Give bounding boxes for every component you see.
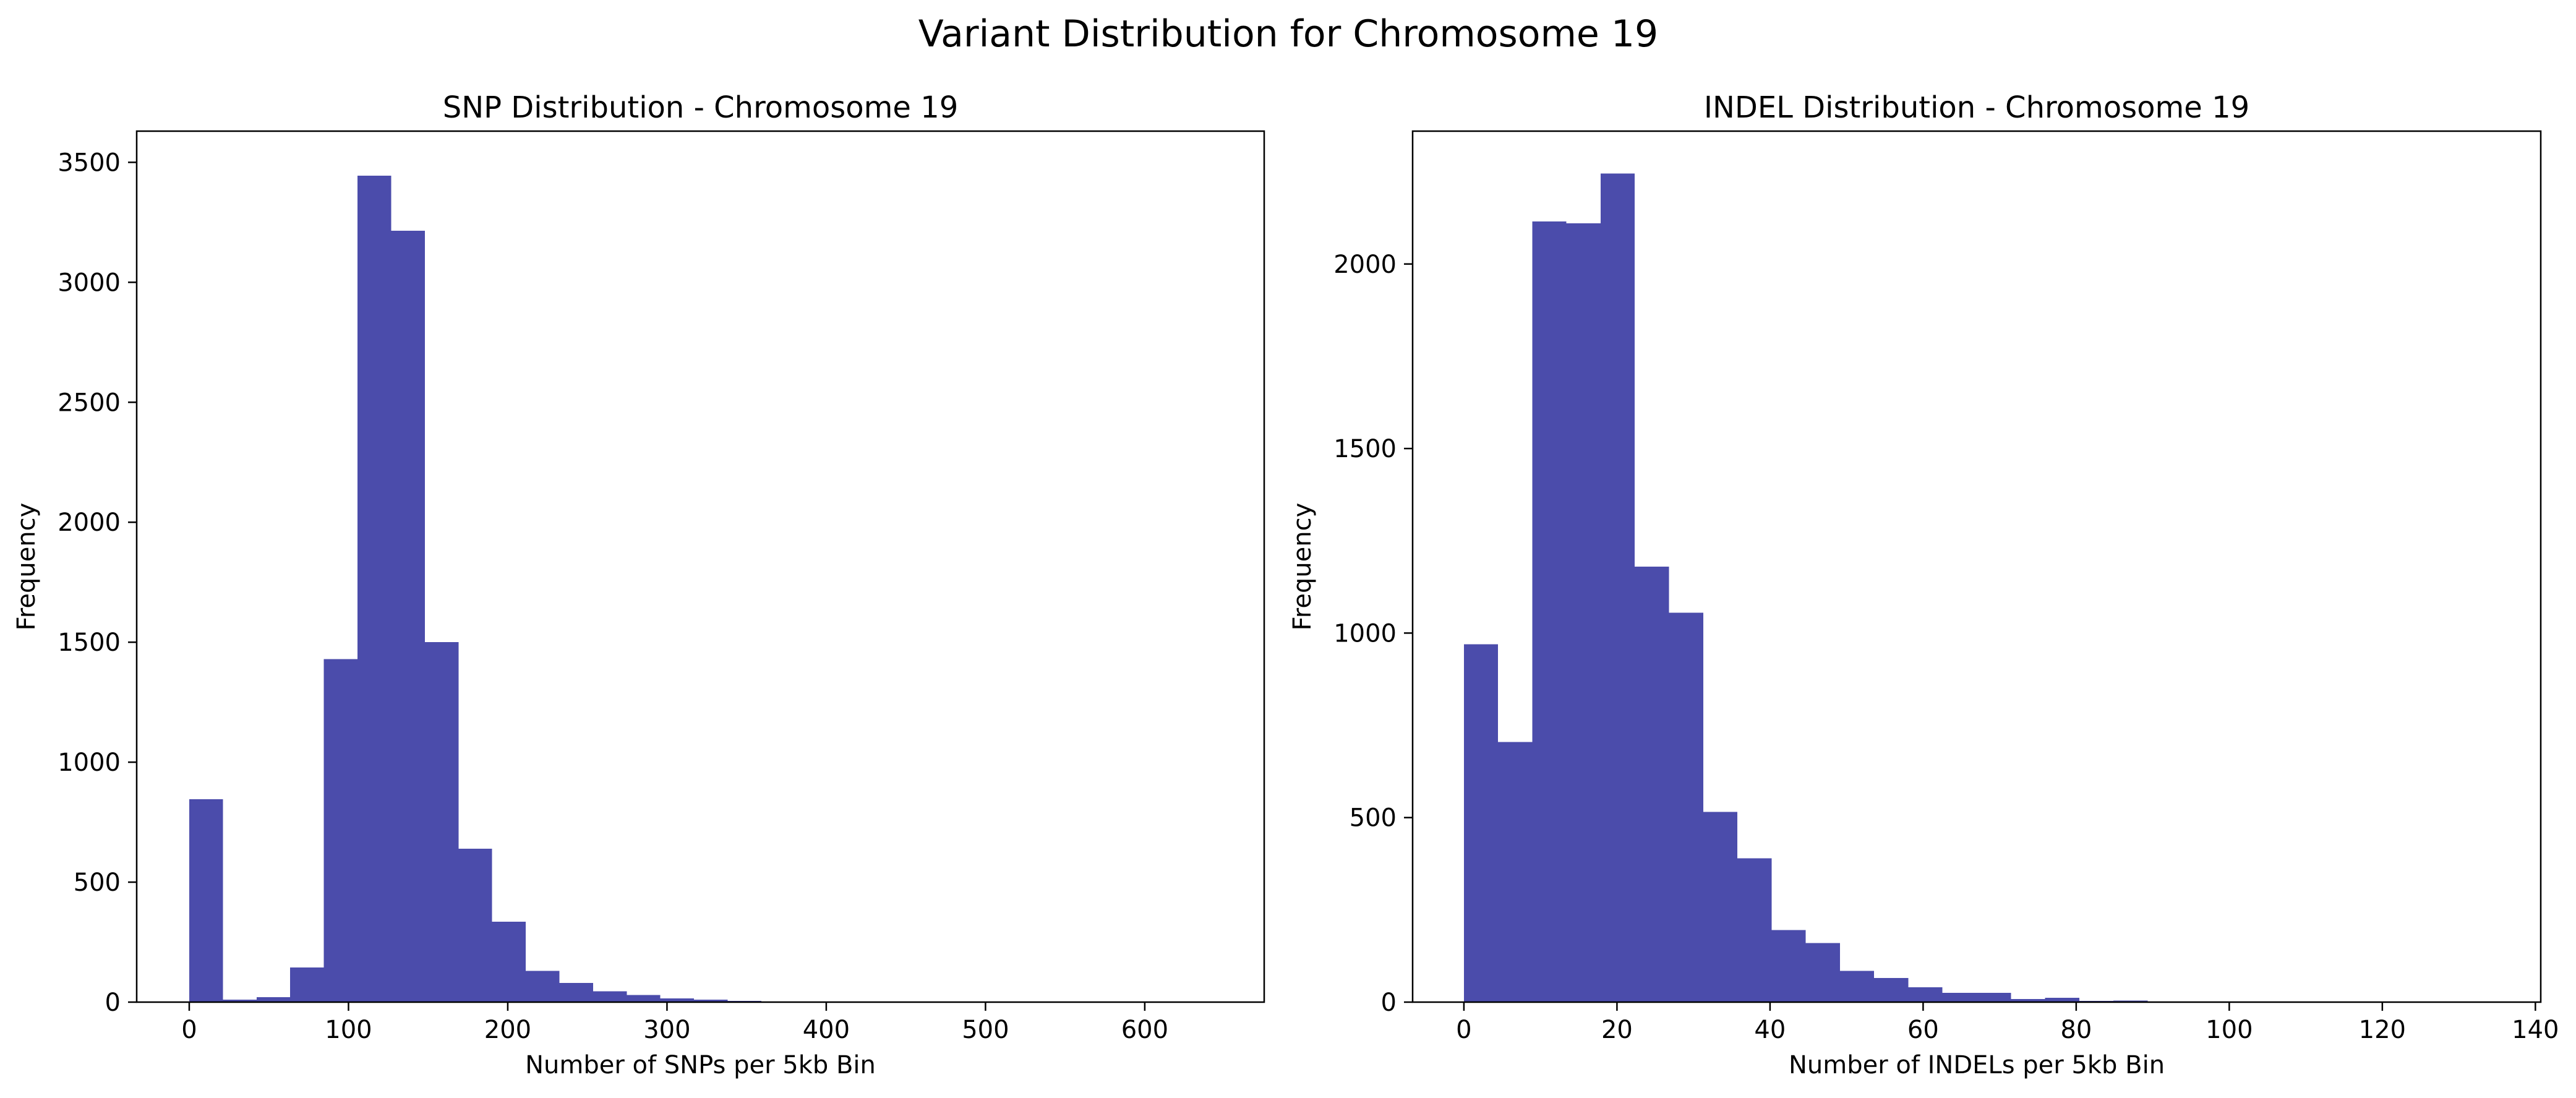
x-tick-label: 400 bbox=[803, 1016, 850, 1044]
histogram-bar bbox=[223, 1000, 257, 1002]
y-tick-label: 2000 bbox=[1333, 251, 1397, 279]
histogram-bar bbox=[694, 1000, 728, 1002]
histogram-bar bbox=[2011, 999, 2045, 1002]
y-tick-label: 1500 bbox=[58, 628, 121, 657]
indel-histogram: 0 20 40 60 80 100 120 140 0 500 1000 1500 2000 INDEL … bbox=[1288, 90, 2559, 1079]
histogram-bar bbox=[391, 230, 425, 1002]
x-tick-label: 600 bbox=[1121, 1016, 1168, 1044]
histogram-bar bbox=[593, 991, 627, 1002]
bars bbox=[1463, 173, 2490, 1003]
figure-title: Variant Distribution for Chromosome 19 bbox=[918, 12, 1658, 56]
histogram-bar bbox=[323, 659, 358, 1002]
y-tick-label: 0 bbox=[1381, 989, 1397, 1017]
histogram-bar bbox=[1908, 987, 1943, 1002]
histogram-bar bbox=[1566, 223, 1601, 1002]
histogram-bar bbox=[1532, 221, 1567, 1003]
snp-histogram: 0 100 200 300 400 500 600 0 500 1000 1500 2000 2500 3… bbox=[12, 90, 1265, 1079]
histogram-bar bbox=[1942, 993, 1977, 1002]
x-tick-label: 40 bbox=[1754, 1016, 1786, 1044]
histogram-bar bbox=[189, 799, 223, 1002]
histogram-bar bbox=[627, 995, 661, 1002]
y-tick-label: 2500 bbox=[58, 388, 121, 417]
histogram-bar bbox=[357, 175, 392, 1002]
y-tick-label: 1500 bbox=[1333, 435, 1397, 463]
x-tick-label: 300 bbox=[643, 1016, 690, 1044]
histogram-bar bbox=[290, 967, 324, 1002]
x-tick-label: 140 bbox=[2512, 1016, 2559, 1044]
x-axis-label: Number of INDELs per 5kb Bin bbox=[1789, 1051, 2165, 1079]
histogram-bar bbox=[559, 982, 593, 1002]
bars bbox=[189, 175, 896, 1002]
x-tick-label: 20 bbox=[1601, 1016, 1633, 1044]
y-tick-label: 500 bbox=[1350, 804, 1397, 833]
chart-title: SNP Distribution - Chromosome 19 bbox=[443, 90, 959, 125]
y-tick-label: 1000 bbox=[58, 748, 121, 777]
x-tick-label: 100 bbox=[2206, 1016, 2253, 1044]
histogram-bar bbox=[660, 998, 695, 1002]
y-axis-label: Frequency bbox=[1288, 503, 1317, 631]
y-axis-label: Frequency bbox=[12, 503, 41, 631]
histogram-bar bbox=[1498, 742, 1533, 1002]
histogram-bar bbox=[1669, 612, 1703, 1002]
histogram-bar bbox=[1601, 173, 1635, 1003]
chart-title: INDEL Distribution - Chromosome 19 bbox=[1704, 90, 2249, 125]
y-tick-label: 2000 bbox=[58, 508, 121, 537]
histogram-bar bbox=[1839, 971, 1875, 1002]
x-tick-label: 80 bbox=[2060, 1016, 2092, 1044]
y-tick-label: 3500 bbox=[58, 148, 121, 177]
y-tick-label: 1000 bbox=[1333, 619, 1397, 648]
histogram-bar bbox=[1463, 644, 1499, 1002]
histogram-bar bbox=[1771, 930, 1806, 1002]
x-tick-label: 100 bbox=[325, 1016, 372, 1044]
y-tick-label: 500 bbox=[74, 869, 121, 897]
histogram-bar bbox=[2045, 997, 2079, 1002]
x-tick-label: 60 bbox=[1907, 1016, 1939, 1044]
histogram-bar bbox=[1805, 943, 1840, 1002]
histogram-bar bbox=[1874, 978, 1909, 1002]
axes-frame bbox=[135, 130, 1265, 1003]
x-tick-label: 0 bbox=[181, 1016, 197, 1044]
histogram-bar bbox=[1977, 993, 2011, 1002]
x-tick-label: 120 bbox=[2359, 1016, 2406, 1044]
y-tick-label: 0 bbox=[105, 989, 121, 1017]
histogram-bar bbox=[458, 848, 492, 1002]
y-tick-label: 3000 bbox=[58, 268, 121, 297]
histogram-bar bbox=[526, 971, 560, 1002]
x-tick-label: 500 bbox=[962, 1016, 1009, 1044]
histogram-bar bbox=[424, 642, 459, 1002]
x-tick-label: 0 bbox=[1456, 1016, 1471, 1044]
histogram-bar bbox=[1635, 567, 1669, 1002]
histogram-bar bbox=[1703, 812, 1738, 1002]
histogram-bar bbox=[256, 997, 291, 1002]
x-tick-label: 200 bbox=[484, 1016, 531, 1044]
x-axis-label: Number of SNPs per 5kb Bin bbox=[525, 1051, 876, 1079]
axes-frame bbox=[1411, 130, 2542, 1003]
histogram-bar bbox=[492, 922, 526, 1002]
histogram-bar bbox=[1737, 858, 1772, 1002]
